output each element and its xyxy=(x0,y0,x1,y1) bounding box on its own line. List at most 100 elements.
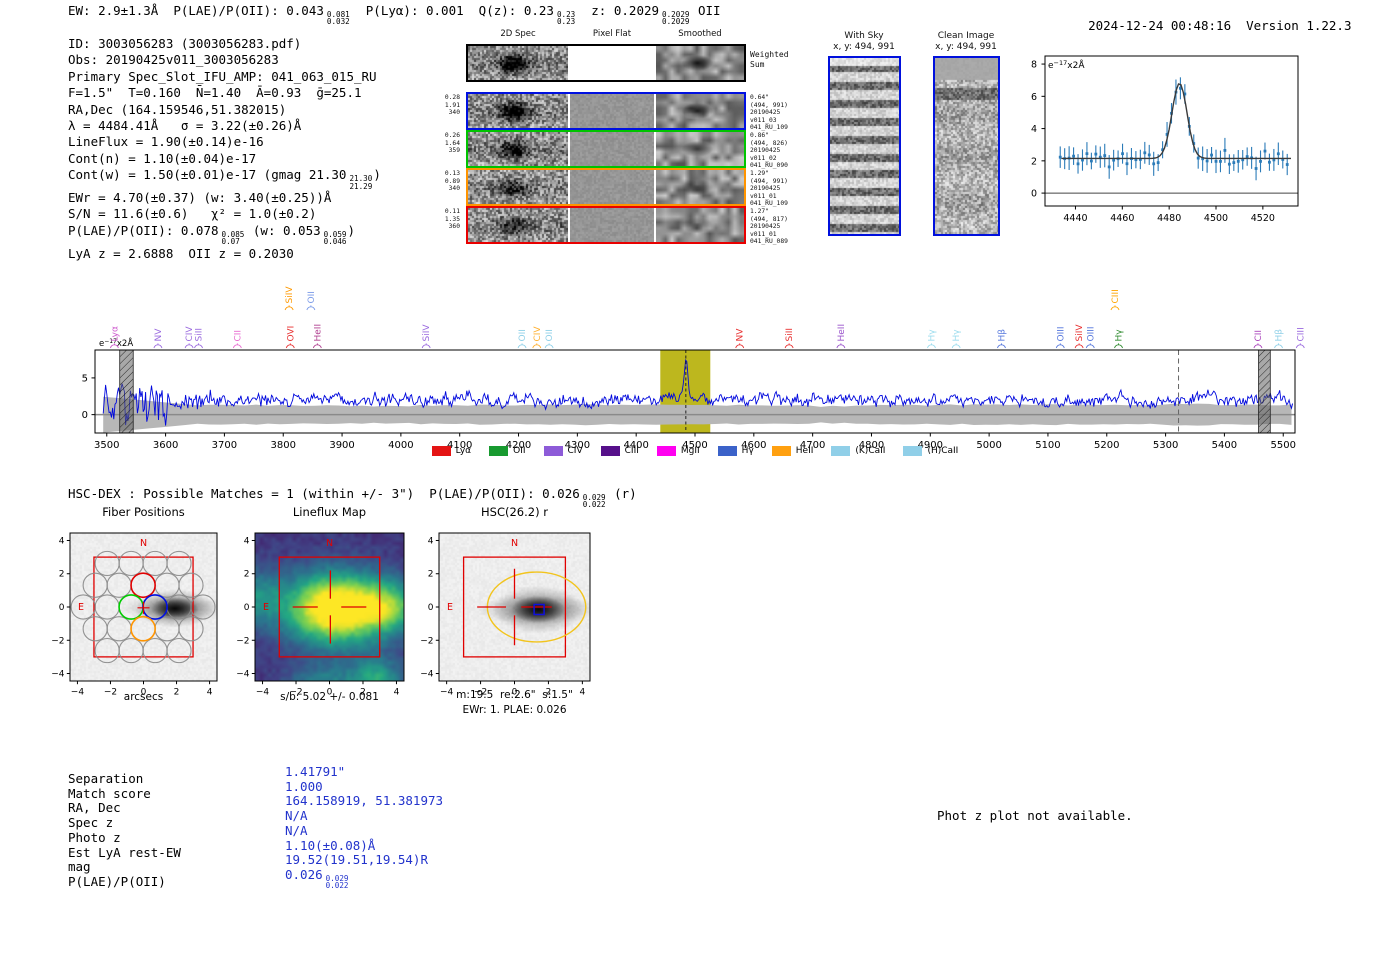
row-source-line: v011_03 xyxy=(750,116,777,124)
text-run: S/N = 11.6(±0.6) χ² = 1.0(±0.2) xyxy=(68,206,317,222)
spectral-line-label: OII xyxy=(545,329,555,341)
x-tick-label: 4400 xyxy=(623,440,648,451)
legend-label: CIII xyxy=(624,446,639,456)
text-run: 1.41791" xyxy=(285,764,346,779)
spec2d-column-header: Smoothed xyxy=(678,29,722,39)
line-brace xyxy=(153,343,163,349)
fiber-circle xyxy=(118,550,144,577)
stacked-fraction: 0.059 0.046 xyxy=(324,230,347,245)
fraction-lower: 0.022 xyxy=(582,500,606,510)
x-tick-label: 2 xyxy=(546,688,552,698)
spectral-line-label: OII xyxy=(307,291,317,303)
x-tick-label: −4 xyxy=(440,688,454,698)
fiber-circle xyxy=(154,616,180,642)
y-tick-label: 0 xyxy=(244,603,250,613)
fraction-lower: 0.07 xyxy=(221,237,240,247)
line-brace xyxy=(1055,343,1065,349)
row-source-line: v011_01 xyxy=(750,230,777,238)
spectral-line-label: OVI xyxy=(286,326,296,342)
y-tick-label: −4 xyxy=(420,670,434,680)
row-source-line: (494, 991) xyxy=(750,177,788,185)
errorbar-points xyxy=(1058,77,1289,181)
text-run: ) xyxy=(373,167,381,183)
legend-item: HeII xyxy=(771,446,813,456)
spectral-line-label: CIV xyxy=(185,326,195,342)
text-run: ID: 3003056283 (3003056283.pdf) xyxy=(68,36,302,51)
detection-info-block: ID: 3003056283 (3003056283.pdf) Obs: 2019… xyxy=(68,36,381,262)
row-stat: 0.11 xyxy=(444,208,460,215)
extract-region-box xyxy=(462,556,567,658)
stacked-fraction: 0.081 0.032 xyxy=(326,10,350,27)
spectral-line-label: Hβ xyxy=(997,329,1007,342)
match-label: Spec z xyxy=(68,815,114,831)
pixelflat-image xyxy=(570,170,654,204)
row-stat: 1.35 xyxy=(444,215,460,223)
spec2d-image xyxy=(468,132,568,166)
spectral-line-label: OII xyxy=(518,329,528,341)
spec2d-image xyxy=(468,46,568,80)
x-tick-label: 4 xyxy=(579,688,585,698)
row-source-line: 0.64" xyxy=(750,94,769,101)
fraction-lower: 0.032 xyxy=(326,17,350,27)
legend-label: Hγ xyxy=(741,446,754,456)
x-tick-label: 2 xyxy=(174,688,180,698)
match-label: Photo z xyxy=(68,829,121,845)
match-value: 19.52(19.51,19.54)R xyxy=(285,852,443,868)
info-line: P(LAE)/P(OII): 0.078 0.085 0.07 (w: 0.053 0… xyxy=(68,223,381,246)
match-label: RA, Dec xyxy=(68,800,121,816)
y-tick-label: −2 xyxy=(420,636,433,646)
legend-swatch xyxy=(831,446,851,456)
fiber-circle-green xyxy=(118,594,144,620)
spec2d-row xyxy=(466,130,746,168)
spectrum-legend: Lyα OII CIV CIII MgII Hγ HeII (K)CaII (H)CaII xyxy=(95,446,1295,456)
text-run: 1.10(±0.08)Å xyxy=(285,837,376,853)
row-stat: 360 xyxy=(448,223,460,230)
match-labels-column: Separation Match score RA, Dec Spec z Photo … xyxy=(68,771,181,890)
line-brace xyxy=(784,343,794,349)
x-tick-label: 4520 xyxy=(1251,213,1275,224)
spectral-line-label: SiII xyxy=(785,328,795,342)
legend-swatch xyxy=(489,446,509,456)
x-tick-label: 4900 xyxy=(918,440,943,451)
axes-frame xyxy=(254,532,405,682)
line-brace xyxy=(997,343,1006,349)
legend-swatch xyxy=(903,446,923,456)
aperture-square xyxy=(533,603,545,616)
fiber-circle xyxy=(142,550,168,577)
legend-swatch xyxy=(431,446,451,456)
row-stat: 0.13 xyxy=(444,170,460,177)
spectral-line-label: HeII xyxy=(313,324,323,342)
x-tick-label: 0 xyxy=(512,688,518,698)
row-source-line: (494, 991) xyxy=(750,101,788,109)
fiber-circle xyxy=(82,572,108,598)
legend-label: (H)CaII xyxy=(927,446,959,456)
fiber-circle xyxy=(94,594,120,620)
fraction-upper: 0.029 xyxy=(325,873,349,883)
text-run: EW: 2.9±1.3Å P(LAE)/P(OII): 0.043 xyxy=(68,3,324,18)
x-tick-label: 4000 xyxy=(388,440,413,451)
y-tick-label: 4 xyxy=(1031,124,1037,135)
line-brace xyxy=(1074,343,1084,349)
fiber-circle xyxy=(178,616,204,642)
compass-e: E xyxy=(263,602,269,613)
y-tick-label: 2 xyxy=(428,570,434,580)
stacked-fraction: 0.029 0.022 xyxy=(325,873,349,889)
x-tick-label: 3700 xyxy=(212,440,237,451)
legend-item: (H)CaII xyxy=(903,446,958,456)
x-tick-label: 5400 xyxy=(1212,440,1237,451)
row-stat: 1.64 xyxy=(444,139,460,147)
photz-note: Phot z plot not available. xyxy=(937,808,1133,823)
spec2d-row xyxy=(466,206,746,244)
text-run: N/A xyxy=(285,808,308,824)
x-tick-label: −2 xyxy=(104,688,117,698)
spec2d-image xyxy=(468,208,568,242)
match-value: N/A xyxy=(285,808,443,824)
spectral-line-label: CIV xyxy=(533,326,543,342)
y-tick-label: 4 xyxy=(244,536,250,546)
timestamp: 2024-12-24 00:48:16 xyxy=(1088,18,1232,33)
match-label: Est LyA rest-EW xyxy=(68,844,181,860)
row-source-line: 20190425 xyxy=(750,185,781,192)
info-line: RA,Dec (164.159546,51.382015) xyxy=(68,102,381,118)
text-run: Obs: 20190425v011_3003056283 xyxy=(68,52,279,68)
legend-item: MgII xyxy=(656,446,700,456)
